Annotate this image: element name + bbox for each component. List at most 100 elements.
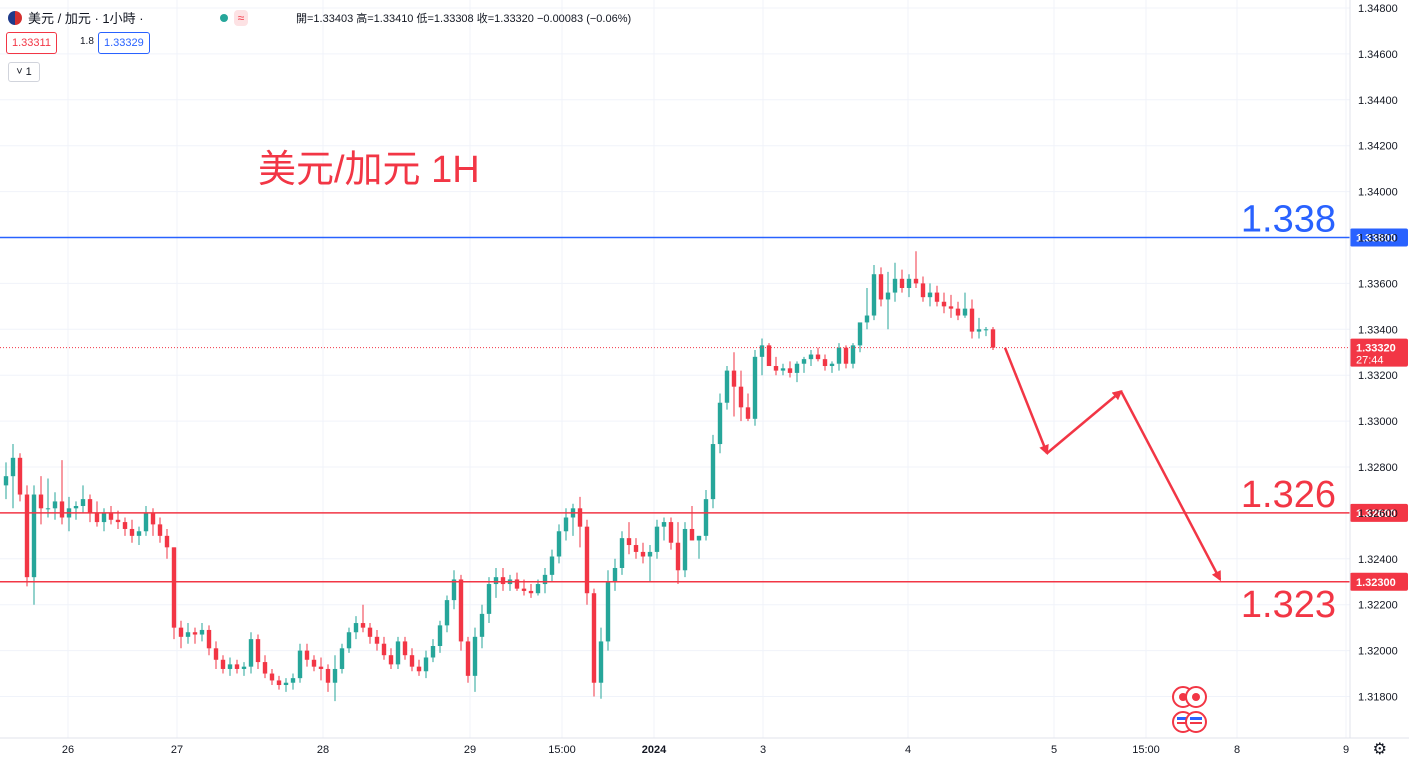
last-price-label: 1.33320 bbox=[1356, 343, 1396, 355]
candle-body bbox=[731, 370, 737, 387]
spread-value: 1.8 bbox=[80, 36, 94, 47]
candle bbox=[990, 327, 996, 350]
candle-body bbox=[10, 457, 16, 477]
candle bbox=[143, 506, 149, 536]
candle bbox=[157, 517, 163, 543]
candle-body bbox=[864, 315, 870, 323]
candle-body bbox=[24, 494, 30, 578]
candle-body bbox=[157, 524, 163, 536]
bid-price-button[interactable]: 1.33311 bbox=[6, 32, 57, 54]
candle-body bbox=[192, 632, 198, 635]
candle-body bbox=[241, 666, 247, 669]
time-tick-label: 4 bbox=[905, 744, 911, 756]
countdown-label: 27:44 bbox=[1356, 355, 1384, 367]
candle bbox=[913, 251, 919, 288]
candle bbox=[815, 347, 821, 362]
candle-body bbox=[969, 308, 975, 332]
candle bbox=[801, 356, 807, 373]
candle bbox=[752, 349, 758, 426]
candle bbox=[122, 517, 128, 536]
candle bbox=[87, 494, 93, 523]
horizontal-lines[interactable]: 1.338 1.33800 1.326 1.32600 1.323 1.32300 1.33… bbox=[0, 199, 1408, 626]
candle bbox=[738, 370, 744, 422]
candle-body bbox=[409, 655, 415, 667]
event-icons[interactable] bbox=[1172, 686, 1207, 733]
candle bbox=[451, 570, 457, 610]
candle-body bbox=[976, 329, 982, 332]
time-tick-label: 2024 bbox=[642, 744, 667, 756]
symbol-header[interactable]: 美元 / 加元 · 1小時 · ≈ bbox=[8, 8, 249, 27]
candle bbox=[10, 444, 16, 509]
candle bbox=[983, 327, 989, 337]
projection-segment bbox=[1003, 347, 1049, 456]
candle-body bbox=[297, 650, 303, 679]
candle bbox=[787, 361, 793, 378]
candle bbox=[885, 271, 891, 330]
candle-body bbox=[983, 329, 989, 331]
time-tick-label: 26 bbox=[62, 744, 74, 756]
last-price-tag bbox=[1350, 338, 1408, 367]
candle-body bbox=[3, 476, 9, 486]
candle bbox=[3, 462, 9, 500]
candle-body bbox=[465, 641, 471, 676]
symbol-label[interactable]: 美元 / 加元 · 1小時 · bbox=[28, 11, 144, 26]
candle-body bbox=[822, 359, 828, 367]
price-axis[interactable]: 1.31800 1.32000 1.32200 1.32400 1.32600 1.328… bbox=[1349, 0, 1398, 738]
time-axis[interactable]: 26 27 28 29 15:00 2024 3 4 5 15:00 8 9 bbox=[0, 737, 1409, 756]
candle bbox=[941, 292, 947, 314]
candle bbox=[262, 655, 268, 679]
candle bbox=[542, 567, 548, 594]
level-tag-label: 1.33800 bbox=[1356, 233, 1396, 245]
candle-body bbox=[311, 659, 317, 667]
candle-body bbox=[542, 574, 548, 585]
candle bbox=[52, 492, 58, 520]
candle-body bbox=[115, 519, 121, 523]
level-tag bbox=[1350, 572, 1408, 591]
candle bbox=[311, 655, 317, 672]
settings-gear-icon[interactable]: ⚙ bbox=[1372, 741, 1387, 758]
candle bbox=[339, 643, 345, 674]
candle bbox=[717, 393, 723, 454]
candle bbox=[304, 643, 310, 667]
candle-body bbox=[766, 345, 772, 367]
candle-body bbox=[899, 278, 905, 288]
candle-body bbox=[885, 292, 891, 300]
candle-body bbox=[94, 512, 100, 523]
price-tick-label: 1.32800 bbox=[1358, 462, 1398, 474]
candle bbox=[724, 366, 730, 410]
candle-body bbox=[479, 613, 485, 637]
candle-body bbox=[640, 551, 646, 557]
price-tick-label: 1.34200 bbox=[1358, 141, 1398, 153]
level-tag bbox=[1350, 228, 1408, 247]
candle bbox=[850, 343, 856, 369]
candle bbox=[171, 547, 177, 640]
candle bbox=[794, 361, 800, 383]
time-tick-label: 5 bbox=[1051, 744, 1057, 756]
market-open-icon bbox=[219, 13, 228, 22]
wave-icon[interactable]: ≈ bbox=[233, 9, 249, 26]
candle bbox=[178, 620, 184, 649]
candle-body bbox=[248, 639, 254, 667]
candle-body bbox=[213, 648, 219, 660]
candle bbox=[325, 664, 331, 692]
ask-price-button[interactable]: 1.33329 bbox=[98, 32, 150, 54]
candle-body bbox=[199, 629, 205, 635]
candle bbox=[934, 285, 940, 307]
price-tick-label: 1.33200 bbox=[1358, 370, 1398, 382]
candle bbox=[346, 627, 352, 653]
indicator-toggle[interactable]: ˅ 1 bbox=[8, 62, 40, 82]
price-tick-label: 1.32400 bbox=[1358, 554, 1398, 566]
candle-body bbox=[80, 499, 86, 507]
price-tick-label: 1.32200 bbox=[1358, 600, 1398, 612]
candle bbox=[136, 526, 142, 546]
canada-event-icon[interactable] bbox=[1172, 686, 1207, 708]
candle-body bbox=[325, 668, 331, 683]
candle bbox=[605, 570, 611, 651]
candle bbox=[976, 317, 982, 339]
candle-body bbox=[724, 370, 730, 403]
us-event-icon[interactable] bbox=[1172, 711, 1207, 733]
candle bbox=[115, 510, 121, 529]
candle-body bbox=[430, 646, 436, 658]
candle bbox=[591, 588, 597, 697]
